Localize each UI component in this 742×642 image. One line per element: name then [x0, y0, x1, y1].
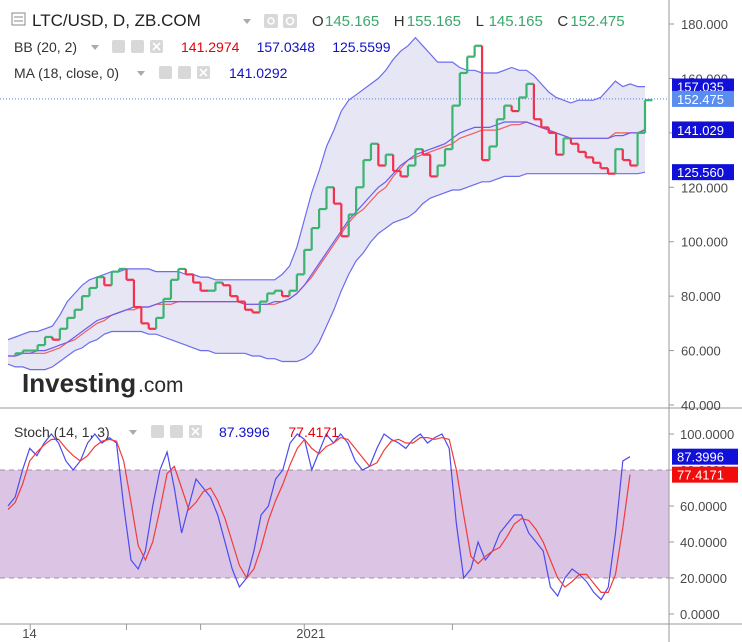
price-badge: [672, 164, 734, 181]
ohlc-value: 155.165: [407, 13, 461, 30]
legend-value: 141.2974: [181, 39, 240, 55]
ohlc-label: C: [557, 13, 568, 30]
legend-value: 77.4171: [288, 424, 339, 440]
stoch-badge: [672, 448, 738, 465]
stoch-badge: [672, 466, 738, 483]
close-glyph: [199, 68, 208, 77]
price-badge-label: 157.035: [677, 79, 724, 94]
stoch-pane: [0, 432, 669, 601]
close-glyph: [191, 427, 200, 436]
time-tick-label: 2021: [296, 626, 325, 641]
visibility-icon[interactable]: [112, 40, 125, 53]
visibility-icon[interactable]: [151, 425, 164, 438]
time-tick-label: 14: [22, 626, 36, 641]
legend-value: 87.3996: [219, 424, 270, 440]
stoch-tick-label: 40.0000: [680, 535, 727, 550]
stoch-badge-label: 87.3996: [677, 450, 724, 465]
gear-icon[interactable]: [170, 425, 183, 438]
legend-value: 141.0292: [229, 65, 288, 81]
stoch-tick-label: 0.0000: [680, 607, 720, 622]
visibility-icon[interactable]: [159, 66, 172, 79]
price-tick-label: 100.000: [681, 235, 728, 250]
bb-legend: BB (20, 2) 141.2974 157.0348 125.5599: [14, 39, 391, 55]
price-pane: [0, 36, 669, 371]
collapse-icon[interactable]: [11, 12, 26, 26]
close-glyph: [152, 42, 161, 51]
ohlc-value: 145.165: [325, 13, 379, 30]
logo-suffix-text: .com: [138, 374, 184, 397]
visibility-icon[interactable]: [264, 14, 278, 28]
bb-lower-line: [7, 171, 646, 371]
gear-icon[interactable]: [283, 14, 297, 28]
price-tick-label: 60.000: [681, 344, 721, 359]
ohlc-label: H: [394, 13, 405, 30]
ohlc-values: O 145.165 H 155.165 L 145.165 C 152.475: [312, 13, 625, 30]
stoch-legend-values: 87.3996 77.4171: [219, 424, 339, 440]
price-badge: [672, 90, 734, 107]
price-tick-label: 40.000: [681, 398, 721, 413]
bb-legend-values: 141.2974 157.0348 125.5599: [181, 39, 391, 55]
header-legend: LTC/USD, D, ZB.COM O 145.165 H 155.165 L 145.…: [11, 11, 625, 30]
stoch-tick-label: 100.0000: [680, 427, 734, 442]
price-tick-label: 180.000: [681, 17, 728, 32]
investing-logo: Investing .com: [22, 368, 184, 398]
price-badge: [672, 78, 734, 95]
price-tick-label: 120.000: [681, 180, 728, 195]
stoch-d-line: [7, 436, 631, 594]
gear-icon[interactable]: [178, 66, 191, 79]
stoch-legend-name: Stoch (14, 1, 3): [14, 424, 110, 440]
stoch-tick-label: 20.0000: [680, 571, 727, 586]
legend-value: 125.5599: [332, 39, 391, 55]
chevron-down-icon[interactable]: [137, 71, 145, 76]
price-badge-label: 125.560: [677, 165, 724, 180]
chevron-down-icon[interactable]: [129, 430, 137, 435]
stoch-legend: Stoch (14, 1, 3) 87.3996 77.4171: [14, 424, 339, 440]
chevron-down-icon[interactable]: [91, 45, 99, 50]
ohlc-value: 145.165: [489, 13, 543, 30]
gear-glyph: [285, 16, 295, 26]
legend-value: 157.0348: [257, 39, 316, 55]
chevron-down-icon[interactable]: [243, 19, 251, 24]
stoch-tick-label: 60.0000: [680, 499, 727, 514]
ohlc-label: L: [476, 13, 484, 30]
stoch-band-fill: [0, 470, 669, 578]
price-tick-label: 80.000: [681, 289, 721, 304]
ohlc-value: 152.475: [570, 13, 624, 30]
price-badge-label: 152.475: [677, 92, 724, 107]
bb-legend-name: BB (20, 2): [14, 39, 77, 55]
price-badge-label: 141.029: [677, 123, 724, 138]
logo-main-text: Investing: [22, 368, 136, 398]
gear-icon[interactable]: [131, 40, 144, 53]
eye-glyph: [267, 17, 275, 25]
axis-layer: 40.00060.00080.000100.000120.000140.0001…: [22, 17, 738, 641]
ma-legend-values: 141.0292: [229, 65, 288, 81]
stoch-badge-label: 77.4171: [677, 468, 724, 483]
ma-line: [8, 121, 646, 357]
ma-legend: MA (18, close, 0) 141.0292: [14, 65, 288, 81]
symbol-title: LTC/USD, D, ZB.COM: [32, 11, 201, 30]
ohlc-label: O: [312, 13, 324, 30]
ma-legend-name: MA (18, close, 0): [14, 65, 119, 81]
price-badge: [672, 122, 734, 139]
